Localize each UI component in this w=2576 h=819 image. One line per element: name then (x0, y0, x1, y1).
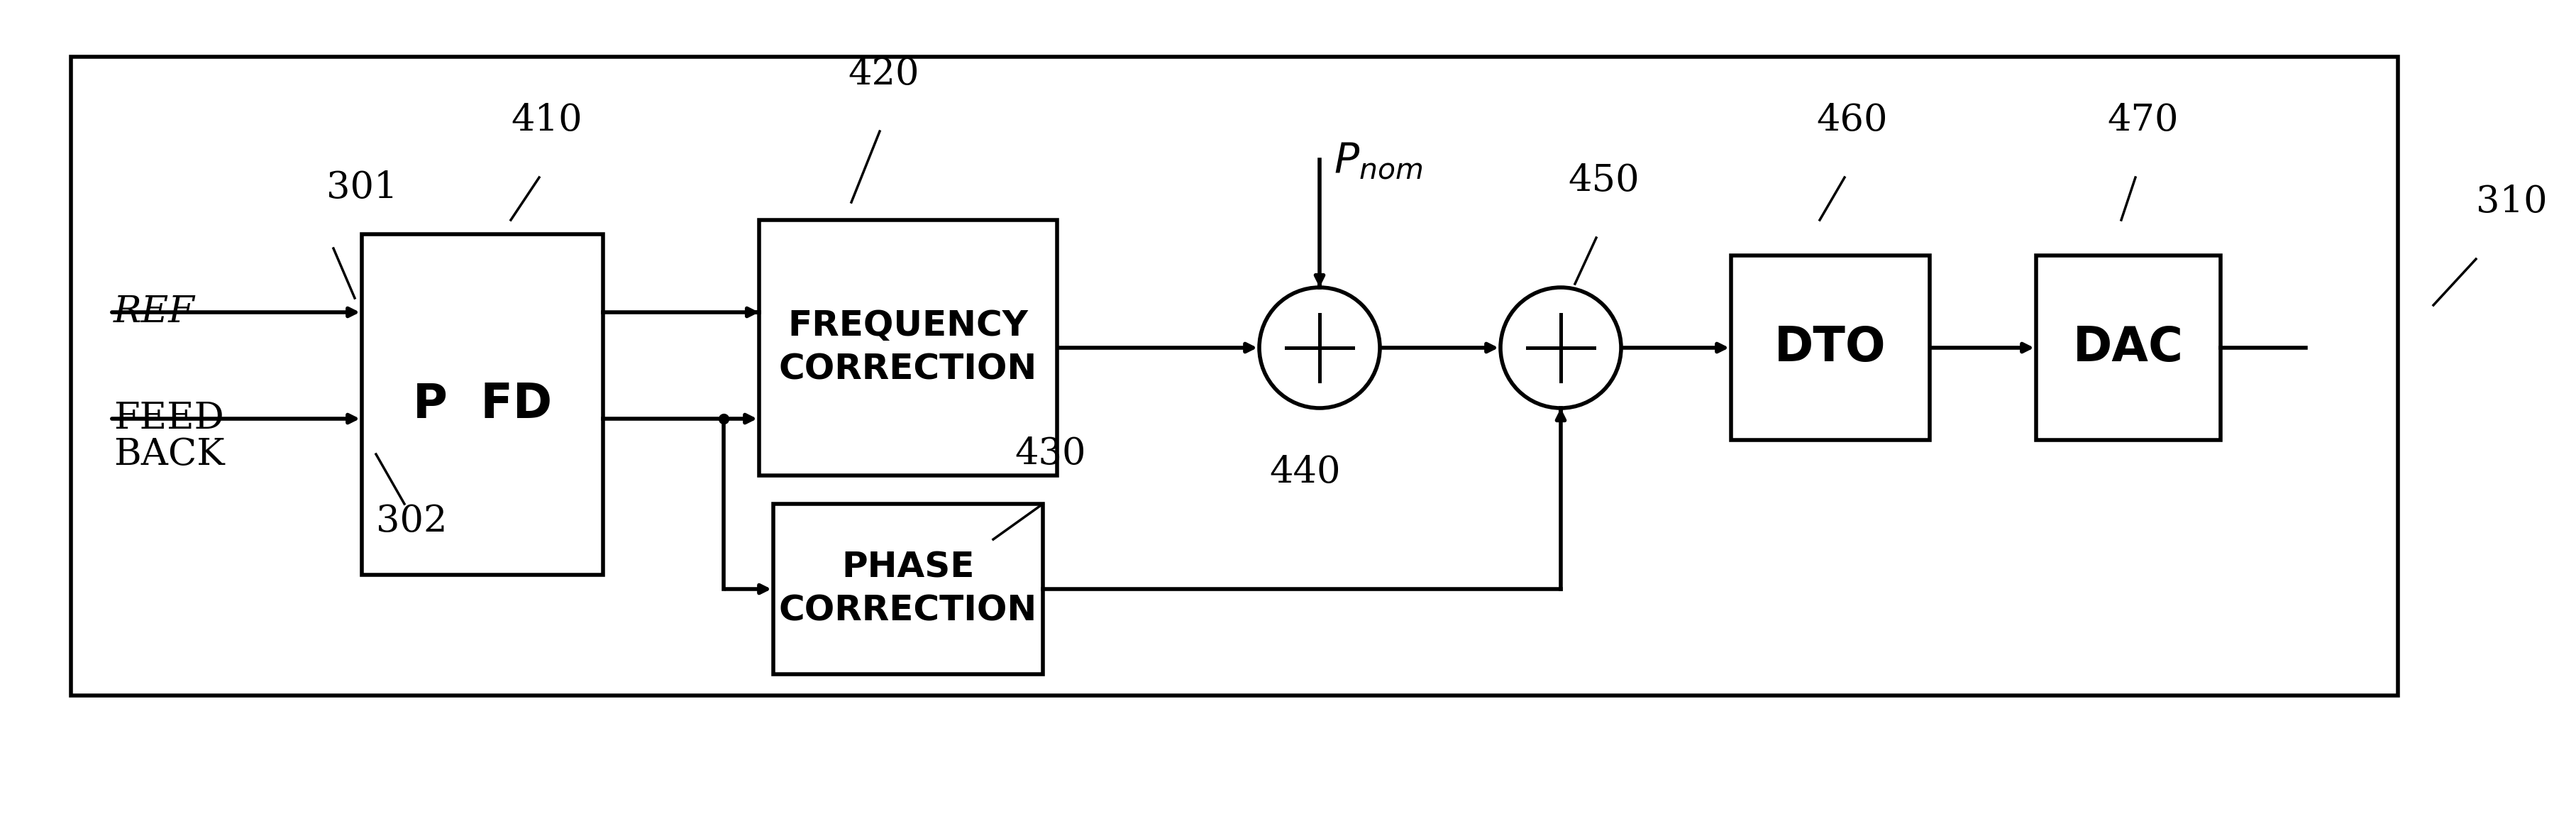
Text: 302: 302 (376, 503, 448, 540)
Bar (361, 234, 603, 575)
Text: DTO: DTO (1775, 324, 1886, 371)
Text: BACK: BACK (113, 436, 224, 473)
Text: 460: 460 (1816, 102, 1888, 138)
Circle shape (1260, 287, 1381, 408)
Text: 430: 430 (1015, 436, 1087, 472)
Text: DAC: DAC (2074, 324, 2184, 371)
Bar (1731, 256, 1929, 440)
Text: P  FD: P FD (412, 381, 551, 428)
Bar (72, 57, 2398, 695)
Text: 420: 420 (848, 56, 920, 93)
Bar (773, 504, 1043, 674)
Bar (760, 220, 1056, 476)
Text: FREQUENCY
CORRECTION: FREQUENCY CORRECTION (778, 309, 1038, 387)
Bar (2035, 256, 2221, 440)
Text: 440: 440 (1270, 455, 1342, 491)
Text: 410: 410 (510, 102, 582, 138)
Text: 470: 470 (2107, 102, 2179, 138)
Text: 301: 301 (327, 170, 397, 206)
Text: $P_{nom}$: $P_{nom}$ (1334, 141, 1422, 181)
Text: 450: 450 (1569, 162, 1638, 199)
Text: 310: 310 (2476, 183, 2548, 220)
Circle shape (1499, 287, 1620, 408)
Text: REF: REF (113, 294, 196, 330)
Text: FEED: FEED (113, 400, 224, 437)
Text: PHASE
CORRECTION: PHASE CORRECTION (778, 550, 1038, 628)
